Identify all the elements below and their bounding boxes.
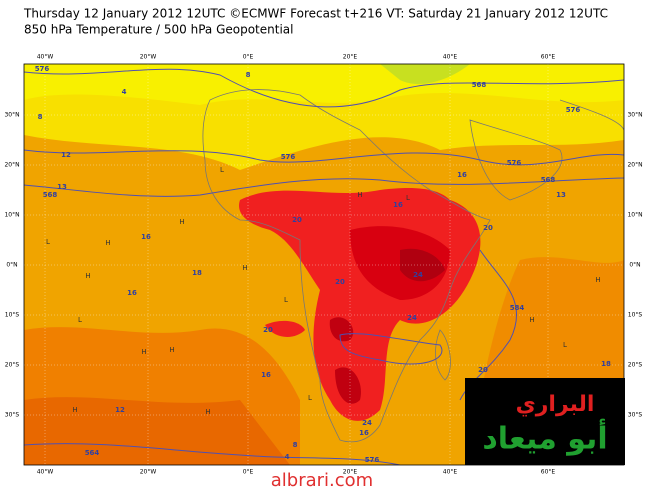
contour-label: 584 bbox=[510, 304, 525, 312]
contour-label: 24 bbox=[413, 271, 423, 279]
longitude-label: 40°E bbox=[443, 469, 458, 476]
site-url: albrari.com bbox=[271, 470, 373, 489]
pressure-mark: L bbox=[284, 296, 288, 304]
contour-label: 4 bbox=[122, 88, 127, 96]
latitude-label: 30°S bbox=[628, 412, 643, 419]
contour-label: 576 bbox=[507, 159, 522, 167]
longitude-label: 20°E bbox=[343, 469, 358, 476]
latitude-label: 20°N bbox=[4, 162, 19, 169]
contour-label: 16 bbox=[141, 233, 151, 241]
contour-label: 20 bbox=[483, 224, 493, 232]
title-line: Thursday 12 January 2012 12UTC ©ECMWF Fo… bbox=[23, 7, 608, 21]
pressure-mark: L bbox=[563, 341, 567, 349]
contour-label: 564 bbox=[85, 449, 100, 457]
latitude-label: 10°N bbox=[627, 212, 642, 219]
contour-label: 18 bbox=[601, 360, 611, 368]
watermark: البراري أبو ميعاد bbox=[465, 378, 625, 465]
pressure-mark: H bbox=[242, 264, 247, 272]
longitude-label: 20°W bbox=[140, 54, 157, 61]
contour-label: 16 bbox=[127, 289, 137, 297]
pressure-mark: H bbox=[141, 348, 146, 356]
contour-label: 8 bbox=[293, 441, 298, 449]
pressure-mark: H bbox=[105, 239, 110, 247]
latitude-label: 10°S bbox=[628, 312, 643, 319]
latitude-label: 30°N bbox=[4, 112, 19, 119]
watermark-name: أبو ميعاد bbox=[482, 419, 607, 457]
watermark-box bbox=[465, 378, 625, 465]
map-frame bbox=[23, 63, 625, 466]
contour-label: 13 bbox=[556, 191, 566, 199]
watermark-title: البراري bbox=[516, 392, 595, 417]
pressure-mark: H bbox=[357, 191, 362, 199]
contour-label: 20 bbox=[478, 366, 488, 374]
pressure-mark: H bbox=[205, 408, 210, 416]
latitude-label: 0°N bbox=[6, 262, 17, 269]
contour-label: 12 bbox=[115, 406, 125, 414]
contour-label: 576 bbox=[365, 456, 380, 464]
pressure-mark: L bbox=[46, 238, 50, 246]
contour-label: 20 bbox=[263, 326, 273, 334]
pressure-mark: L bbox=[406, 194, 410, 202]
contour-label: 576 bbox=[566, 106, 581, 114]
contour-label: 4 bbox=[285, 453, 290, 461]
latitude-label: 20°S bbox=[628, 362, 643, 369]
longitude-label: 60°E bbox=[541, 54, 556, 61]
latitude-label: 30°N bbox=[627, 112, 642, 119]
contour-label: 576 bbox=[35, 65, 50, 73]
contour-label: 13 bbox=[57, 183, 67, 191]
latitude-label: 30°S bbox=[5, 412, 20, 419]
longitude-label: 0°E bbox=[243, 469, 254, 476]
contour-label: 16 bbox=[393, 201, 403, 209]
pressure-mark: H bbox=[72, 406, 77, 414]
contour-label: 8 bbox=[246, 71, 251, 79]
contour-label: 18 bbox=[192, 269, 202, 277]
map-area bbox=[24, 64, 624, 465]
latitude-label: 20°N bbox=[627, 162, 642, 169]
pressure-mark: L bbox=[308, 394, 312, 402]
contour-label: 16 bbox=[359, 429, 369, 437]
contour-label: 20 bbox=[335, 278, 345, 286]
latitude-label: 20°S bbox=[5, 362, 20, 369]
longitude-label: 0°E bbox=[243, 54, 254, 61]
pressure-mark: L bbox=[220, 166, 224, 174]
latitude-label: 10°N bbox=[4, 212, 19, 219]
contour-label: 24 bbox=[362, 419, 372, 427]
contour-label: 20 bbox=[292, 216, 302, 224]
longitude-label: 40°E bbox=[443, 54, 458, 61]
contour-label: 568 bbox=[472, 81, 487, 89]
longitude-label: 20°E bbox=[343, 54, 358, 61]
latitude-label: 0°N bbox=[629, 262, 640, 269]
pressure-mark: L bbox=[78, 316, 82, 324]
latitude-label: 10°S bbox=[5, 312, 20, 319]
pressure-mark: H bbox=[169, 346, 174, 354]
contour-label: 568 bbox=[43, 191, 58, 199]
pressure-mark: H bbox=[85, 272, 90, 280]
contour-label: 16 bbox=[457, 171, 467, 179]
longitude-label: 40°W bbox=[37, 469, 54, 476]
contour-label: 576 bbox=[281, 153, 296, 161]
contour-label: 24 bbox=[407, 314, 417, 322]
subtitle-line: 850 hPa Temperature / 500 hPa Geopotenti… bbox=[24, 23, 293, 37]
contour-label: 568 bbox=[541, 176, 556, 184]
longitude-label: 40°W bbox=[37, 54, 54, 61]
pressure-mark: H bbox=[179, 218, 184, 226]
longitude-label: 20°W bbox=[140, 469, 157, 476]
pressure-mark: H bbox=[529, 316, 534, 324]
contour-label: 16 bbox=[261, 371, 271, 379]
pressure-mark: H bbox=[595, 276, 600, 284]
longitude-label: 60°E bbox=[541, 469, 556, 476]
contour-label: 12 bbox=[61, 151, 71, 159]
contour-label: 8 bbox=[38, 113, 43, 121]
